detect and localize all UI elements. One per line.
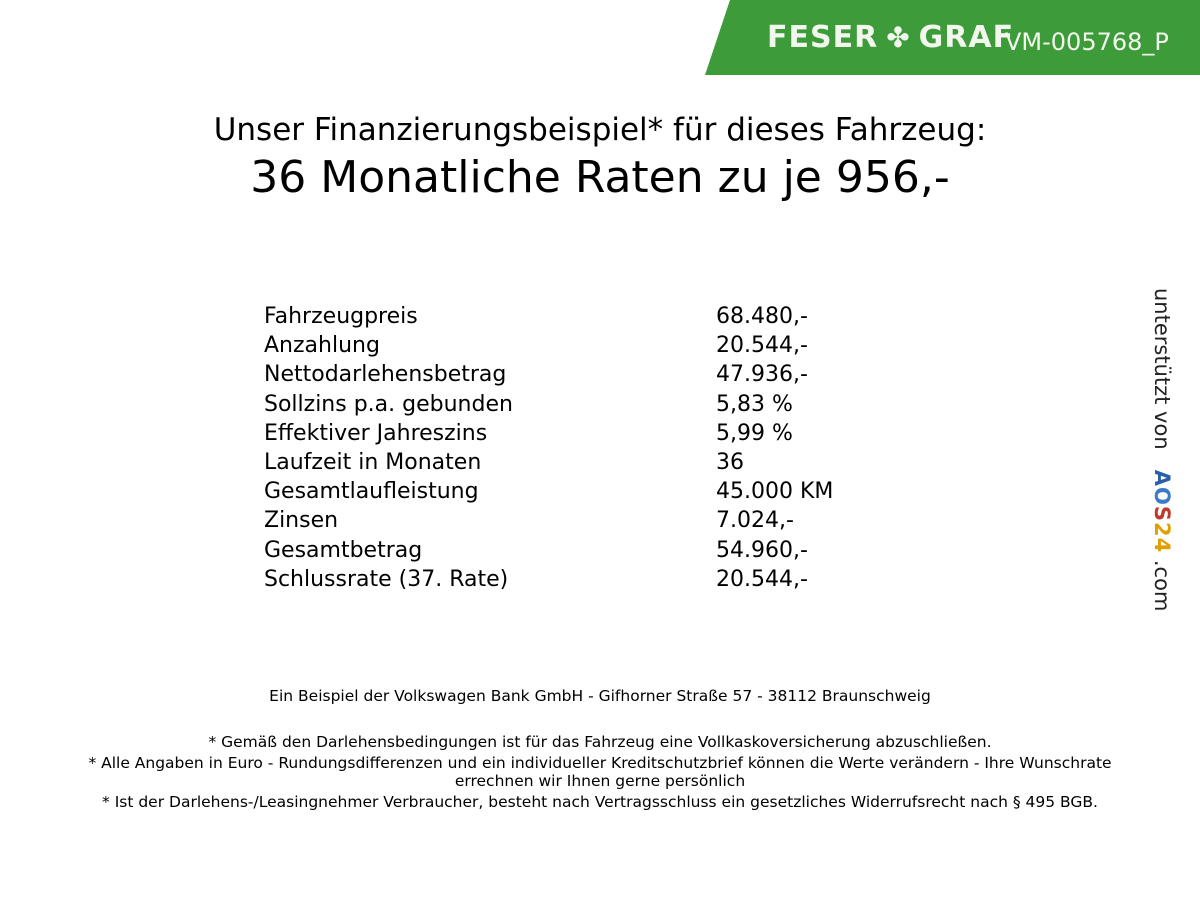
aos24-credit: unterstützt von AOS24 .com: [1150, 288, 1174, 611]
table-row: Gesamtbetrag 54.960,-: [264, 536, 833, 565]
table-row: Fahrzeugpreis 68.480,-: [264, 302, 833, 331]
credit-suffix: .com: [1150, 559, 1174, 612]
row-value: 54.960,-: [716, 537, 808, 563]
row-value: 20.544,-: [716, 333, 808, 359]
aos-letter: A: [1150, 469, 1174, 487]
row-label: Anzahlung: [264, 333, 380, 359]
aos-letter: 2: [1150, 521, 1174, 538]
brand-banner: [705, 0, 1200, 75]
logo-text-right: GRAF: [918, 20, 1015, 55]
aos24-logo: AOS24: [1150, 470, 1174, 554]
row-value: 5,99 %: [716, 420, 793, 446]
row-value: 7.024,-: [716, 508, 794, 534]
table-row: Laufzeit in Monaten 36: [264, 448, 833, 477]
vehicle-code: VM-005768_P: [1005, 28, 1169, 56]
row-label: Schlussrate (37. Rate): [264, 566, 509, 592]
table-row: Effektiver Jahreszins 5,99 %: [264, 419, 833, 448]
row-label: Gesamtbetrag: [264, 537, 423, 563]
bank-info: Ein Beispiel der Volkswagen Bank GmbH - …: [269, 687, 931, 705]
table-row: Anzahlung 20.544,-: [264, 331, 833, 360]
table-row: Schlussrate (37. Rate) 20.544,-: [264, 565, 833, 594]
aos-letter: S: [1150, 505, 1174, 522]
row-label: Nettodarlehensbetrag: [264, 362, 507, 388]
table-row: Zinsen 7.024,-: [264, 506, 833, 535]
logo-text-left: FESER: [767, 20, 879, 55]
row-value: 5,83 %: [716, 391, 793, 417]
feser-graf-logo: FESER ✤ GRAF: [767, 20, 1014, 55]
aos-letter: 4: [1150, 537, 1174, 554]
subtitle: Unser Finanzierungsbeispiel* für dieses …: [213, 112, 987, 148]
footnote: * Ist der Darlehens-/Leasingnehmer Verbr…: [102, 793, 1098, 811]
footnote: * Alle Angaben in Euro - Rundungsdiffere…: [88, 754, 1112, 790]
clover-icon: ✤: [886, 20, 911, 54]
row-value: 36: [716, 450, 744, 476]
financing-table: Fahrzeugpreis 68.480,- Anzahlung 20.544,- …: [264, 302, 833, 594]
row-value: 45.000 KM: [716, 479, 834, 505]
footnotes: * Gemäß den Darlehensbedingungen ist für…: [0, 733, 1200, 814]
row-label: Laufzeit in Monaten: [264, 450, 482, 476]
row-value: 68.480,-: [716, 304, 808, 329]
table-row: Gesamtlaufleistung 45.000 KM: [264, 477, 833, 506]
aos-letter: O: [1150, 486, 1174, 506]
row-value: 47.936,-: [716, 362, 808, 388]
row-label: Gesamtlaufleistung: [264, 479, 479, 505]
page-title: 36 Monatliche Raten zu je 956,-: [250, 152, 950, 203]
row-value: 20.544,-: [716, 566, 808, 592]
credit-prefix: unterstützt von: [1150, 288, 1174, 450]
row-label: Sollzins p.a. gebunden: [264, 391, 513, 417]
row-label: Zinsen: [264, 508, 339, 534]
table-row: Nettodarlehensbetrag 47.936,-: [264, 360, 833, 389]
row-label: Fahrzeugpreis: [264, 304, 418, 329]
footnote: * Gemäß den Darlehensbedingungen ist für…: [208, 733, 992, 751]
row-label: Effektiver Jahreszins: [264, 420, 488, 446]
table-row: Sollzins p.a. gebunden 5,83 %: [264, 390, 833, 419]
